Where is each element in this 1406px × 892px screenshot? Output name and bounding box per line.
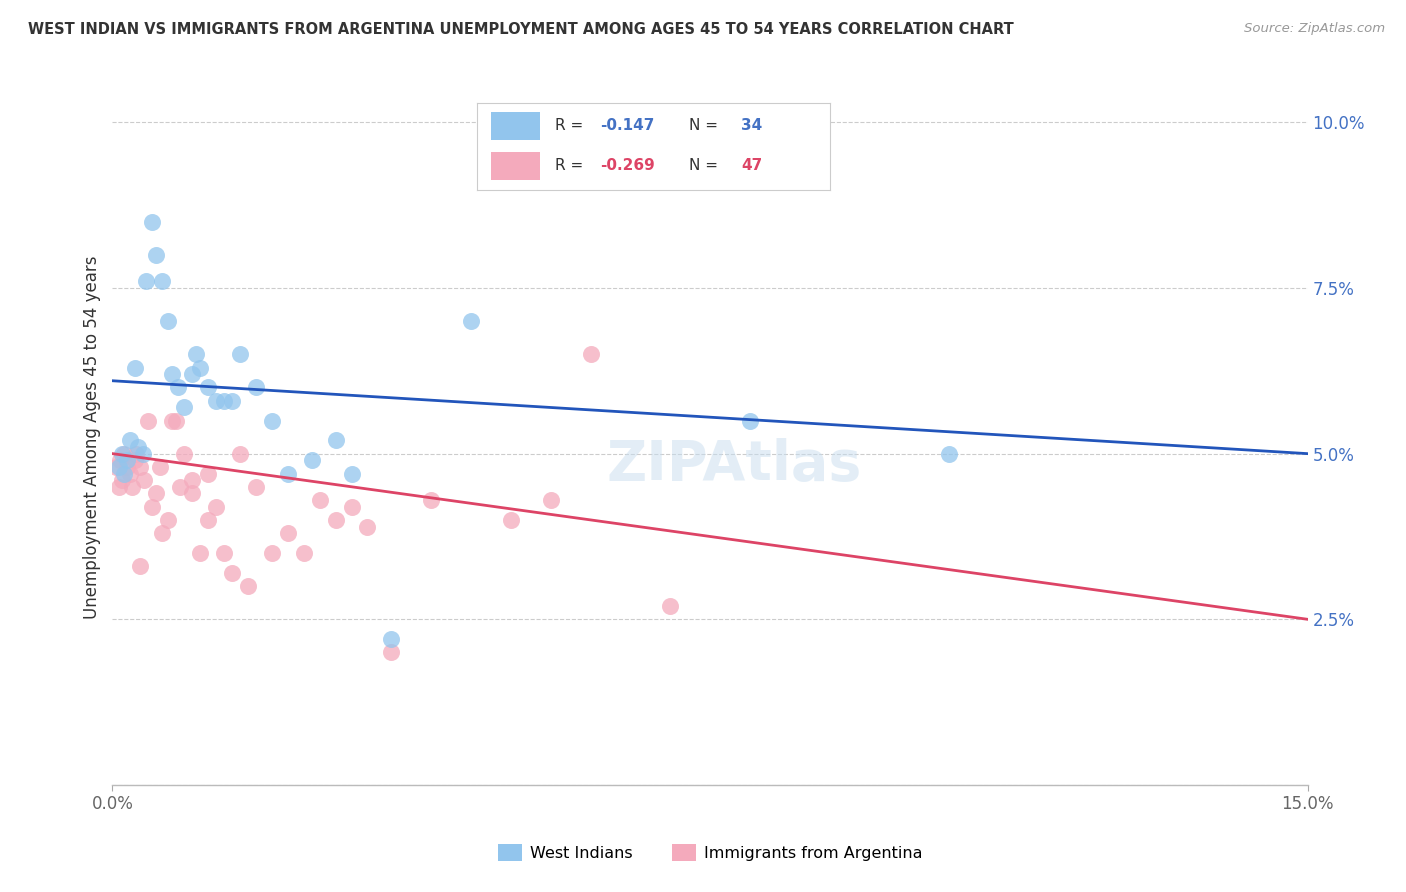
Point	[165, 413, 187, 427]
Point	[108, 480, 131, 494]
Point	[141, 500, 163, 514]
Point	[659, 599, 682, 613]
Point	[169, 480, 191, 494]
Point	[308, 493, 330, 508]
Point	[325, 513, 347, 527]
Point	[114, 467, 135, 481]
Point	[186, 347, 208, 361]
Point	[325, 434, 347, 448]
Point	[579, 347, 602, 361]
Point	[127, 440, 149, 454]
Point	[205, 500, 228, 514]
Point	[245, 480, 267, 494]
Point	[292, 546, 315, 560]
Point	[221, 393, 243, 408]
Point	[212, 393, 235, 408]
Point	[229, 447, 252, 461]
Point	[145, 486, 167, 500]
Point	[188, 546, 211, 560]
Legend: West Indians, Immigrants from Argentina: West Indians, Immigrants from Argentina	[491, 838, 929, 867]
Point	[277, 467, 299, 481]
Point	[149, 459, 172, 474]
Point	[738, 413, 761, 427]
Point	[340, 467, 363, 481]
Point	[260, 413, 283, 427]
Point	[205, 393, 228, 408]
Point	[110, 453, 132, 467]
Point	[181, 367, 204, 381]
Point	[114, 447, 135, 461]
Point	[124, 360, 146, 375]
Point	[145, 248, 167, 262]
Point	[221, 566, 243, 580]
Point	[356, 519, 378, 533]
Point	[197, 467, 219, 481]
Point	[938, 447, 960, 461]
Point	[132, 447, 155, 461]
Point	[197, 513, 219, 527]
Point	[134, 473, 156, 487]
Point	[129, 559, 152, 574]
Point	[157, 314, 180, 328]
Point	[229, 347, 252, 361]
Y-axis label: Unemployment Among Ages 45 to 54 years: Unemployment Among Ages 45 to 54 years	[83, 255, 101, 619]
Point	[499, 513, 522, 527]
Point	[162, 367, 183, 381]
Point	[125, 447, 148, 461]
Point	[236, 579, 259, 593]
Point	[260, 546, 283, 560]
Point	[380, 632, 402, 647]
Point	[135, 274, 157, 288]
Point	[380, 645, 402, 659]
Text: ZIPAtlas: ZIPAtlas	[606, 438, 862, 491]
Point	[540, 493, 562, 508]
Point	[245, 380, 267, 394]
Point	[118, 467, 141, 481]
Text: WEST INDIAN VS IMMIGRANTS FROM ARGENTINA UNEMPLOYMENT AMONG AGES 45 TO 54 YEARS : WEST INDIAN VS IMMIGRANTS FROM ARGENTINA…	[28, 22, 1014, 37]
Point	[150, 526, 173, 541]
Point	[141, 215, 163, 229]
Point	[115, 453, 138, 467]
Point	[173, 447, 195, 461]
Point	[111, 447, 134, 461]
Text: Source: ZipAtlas.com: Source: ZipAtlas.com	[1244, 22, 1385, 36]
Point	[162, 413, 183, 427]
Point	[118, 434, 141, 448]
Point	[188, 360, 211, 375]
Point	[173, 401, 195, 415]
Point	[129, 459, 152, 474]
Point	[157, 513, 180, 527]
Point	[166, 380, 188, 394]
Point	[181, 473, 204, 487]
Point	[105, 459, 128, 474]
Point	[138, 413, 160, 427]
Point	[181, 486, 204, 500]
Point	[121, 480, 143, 494]
Point	[420, 493, 443, 508]
Point	[460, 314, 482, 328]
Point	[115, 459, 138, 474]
Point	[150, 274, 173, 288]
Point	[124, 453, 146, 467]
Point	[111, 473, 134, 487]
Point	[340, 500, 363, 514]
Point	[277, 526, 299, 541]
Point	[301, 453, 323, 467]
Point	[108, 459, 131, 474]
Point	[197, 380, 219, 394]
Point	[212, 546, 235, 560]
